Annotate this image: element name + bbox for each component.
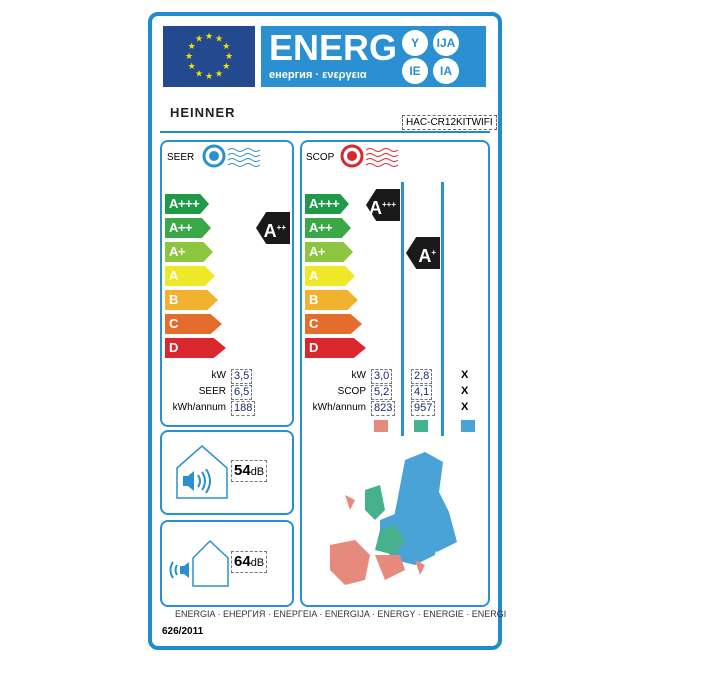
cooling-row-value: 6,5 bbox=[231, 385, 253, 400]
column-divider bbox=[401, 182, 404, 436]
cooling-rating: A++ bbox=[263, 221, 286, 241]
cooling-row-label: SEER bbox=[198, 386, 226, 397]
outdoor-noise-value: 64dB bbox=[231, 551, 268, 573]
star-icon: ★ bbox=[215, 34, 223, 44]
energy-class-label: C bbox=[169, 316, 178, 331]
energy-class-label: A+ bbox=[309, 244, 325, 259]
suffix-ie: IE bbox=[402, 58, 428, 84]
heating-panel bbox=[300, 140, 490, 607]
cooling-row-value: 188 bbox=[231, 401, 256, 416]
warmer-zone-swatch bbox=[374, 420, 388, 432]
energ-title: ENERG bbox=[269, 27, 398, 68]
cooling-row-label: kWh/annum bbox=[172, 402, 226, 413]
energy-class-bar: A++ bbox=[165, 218, 211, 238]
heating-row-label: kWh/annum bbox=[312, 402, 366, 413]
fan-heat-icon bbox=[340, 144, 399, 168]
heating-warmer-value: 823 bbox=[371, 401, 396, 416]
heating-colder-value: X bbox=[461, 385, 469, 397]
energy-class-label: A++ bbox=[169, 220, 193, 235]
energy-class-bar: A bbox=[165, 266, 215, 286]
suffix-y: Y bbox=[402, 30, 428, 56]
energy-class-label: B bbox=[309, 292, 318, 307]
heating-warmer-value: 5,2 bbox=[371, 385, 393, 400]
energy-class-label: A+++ bbox=[309, 196, 340, 211]
average-zone-swatch bbox=[414, 420, 428, 432]
star-icon: ★ bbox=[205, 71, 213, 81]
column-divider bbox=[441, 182, 444, 436]
energy-class-bar: C bbox=[165, 314, 222, 334]
model-number: HAC-CR12KITWIFI bbox=[402, 115, 497, 130]
energy-class-label: A bbox=[309, 268, 318, 283]
suffix-ia: IA bbox=[433, 58, 459, 84]
brand-logo: HEINNER bbox=[170, 105, 236, 120]
fan-cold-icon bbox=[202, 144, 261, 168]
outdoor-speaker-house-icon bbox=[169, 539, 229, 587]
star-icon: ★ bbox=[222, 41, 230, 51]
cooling-row-value: 3,5 bbox=[231, 369, 253, 384]
star-icon: ★ bbox=[222, 61, 230, 71]
warmer-rating: A+++ bbox=[368, 198, 396, 218]
energy-class-label: A++ bbox=[309, 220, 333, 235]
energy-class-label: D bbox=[309, 340, 318, 355]
energy-class-bar: A bbox=[305, 266, 355, 286]
energy-class-bar: A+++ bbox=[165, 194, 209, 214]
star-icon: ★ bbox=[195, 68, 203, 78]
heating-warmer-value: 3,0 bbox=[371, 369, 393, 384]
indoor-noise-value: 54dB bbox=[231, 460, 268, 482]
energy-header: ENERG енергия · ενεργεια Y IJA IE IA bbox=[261, 26, 486, 87]
outdoor-noise-panel bbox=[160, 520, 294, 607]
star-icon: ★ bbox=[185, 51, 193, 61]
energy-class-bar: B bbox=[165, 290, 218, 310]
seer-title: SEER bbox=[167, 152, 195, 163]
energy-class-bar: A++ bbox=[305, 218, 351, 238]
star-icon: ★ bbox=[225, 51, 233, 61]
energy-class-bar: C bbox=[305, 314, 362, 334]
heating-average-value: 957 bbox=[411, 401, 436, 416]
europe-climate-map bbox=[330, 452, 457, 585]
energy-class-label: D bbox=[169, 340, 178, 355]
heating-colder-value: X bbox=[461, 401, 469, 413]
energy-class-bar: D bbox=[165, 338, 226, 358]
cooling-panel bbox=[160, 140, 294, 427]
energy-class-label: A bbox=[169, 268, 178, 283]
indoor-noise-panel bbox=[160, 430, 294, 515]
star-icon: ★ bbox=[195, 34, 203, 44]
star-icon: ★ bbox=[188, 61, 196, 71]
energy-class-bar: B bbox=[305, 290, 358, 310]
energy-class-label: B bbox=[169, 292, 178, 307]
energy-class-bar: A+++ bbox=[305, 194, 349, 214]
star-icon: ★ bbox=[205, 31, 213, 41]
star-icon: ★ bbox=[188, 41, 196, 51]
colder-zone-swatch bbox=[461, 420, 475, 432]
indoor-speaker-house-icon bbox=[176, 445, 228, 499]
energy-class-bar: A+ bbox=[305, 242, 353, 262]
energy-label bbox=[148, 12, 502, 650]
heating-colder-value: X bbox=[461, 369, 469, 381]
eu-flag-icon: ★ ★ ★ ★ ★ ★ ★ ★ ★ ★ ★ ★ bbox=[163, 26, 255, 87]
suffix-ija: IJA bbox=[433, 30, 459, 56]
divider bbox=[160, 131, 490, 133]
heating-row-label: kW bbox=[351, 370, 366, 381]
average-rating: A+ bbox=[418, 246, 436, 266]
cooling-row-label: kW bbox=[211, 370, 226, 381]
energy-class-label: C bbox=[309, 316, 318, 331]
heating-average-value: 2,8 bbox=[411, 369, 433, 384]
energy-class-label: A+++ bbox=[169, 196, 200, 211]
energy-class-bar: D bbox=[305, 338, 366, 358]
energ-subtitle: енергия · ενεργεια bbox=[269, 69, 367, 81]
heating-row-label: SCOP bbox=[337, 386, 366, 397]
footer-languages: ENERGIA · ЕНЕРГИЯ · ΕΝΕΡΓΕΙΑ · ENERGIJA … bbox=[175, 609, 507, 619]
heating-average-value: 4,1 bbox=[411, 385, 433, 400]
scop-title: SCOP bbox=[306, 152, 335, 163]
energy-class-label: A+ bbox=[169, 244, 185, 259]
energy-class-bar: A+ bbox=[165, 242, 213, 262]
regulation-number: 626/2011 bbox=[162, 626, 204, 637]
star-icon: ★ bbox=[215, 68, 223, 78]
